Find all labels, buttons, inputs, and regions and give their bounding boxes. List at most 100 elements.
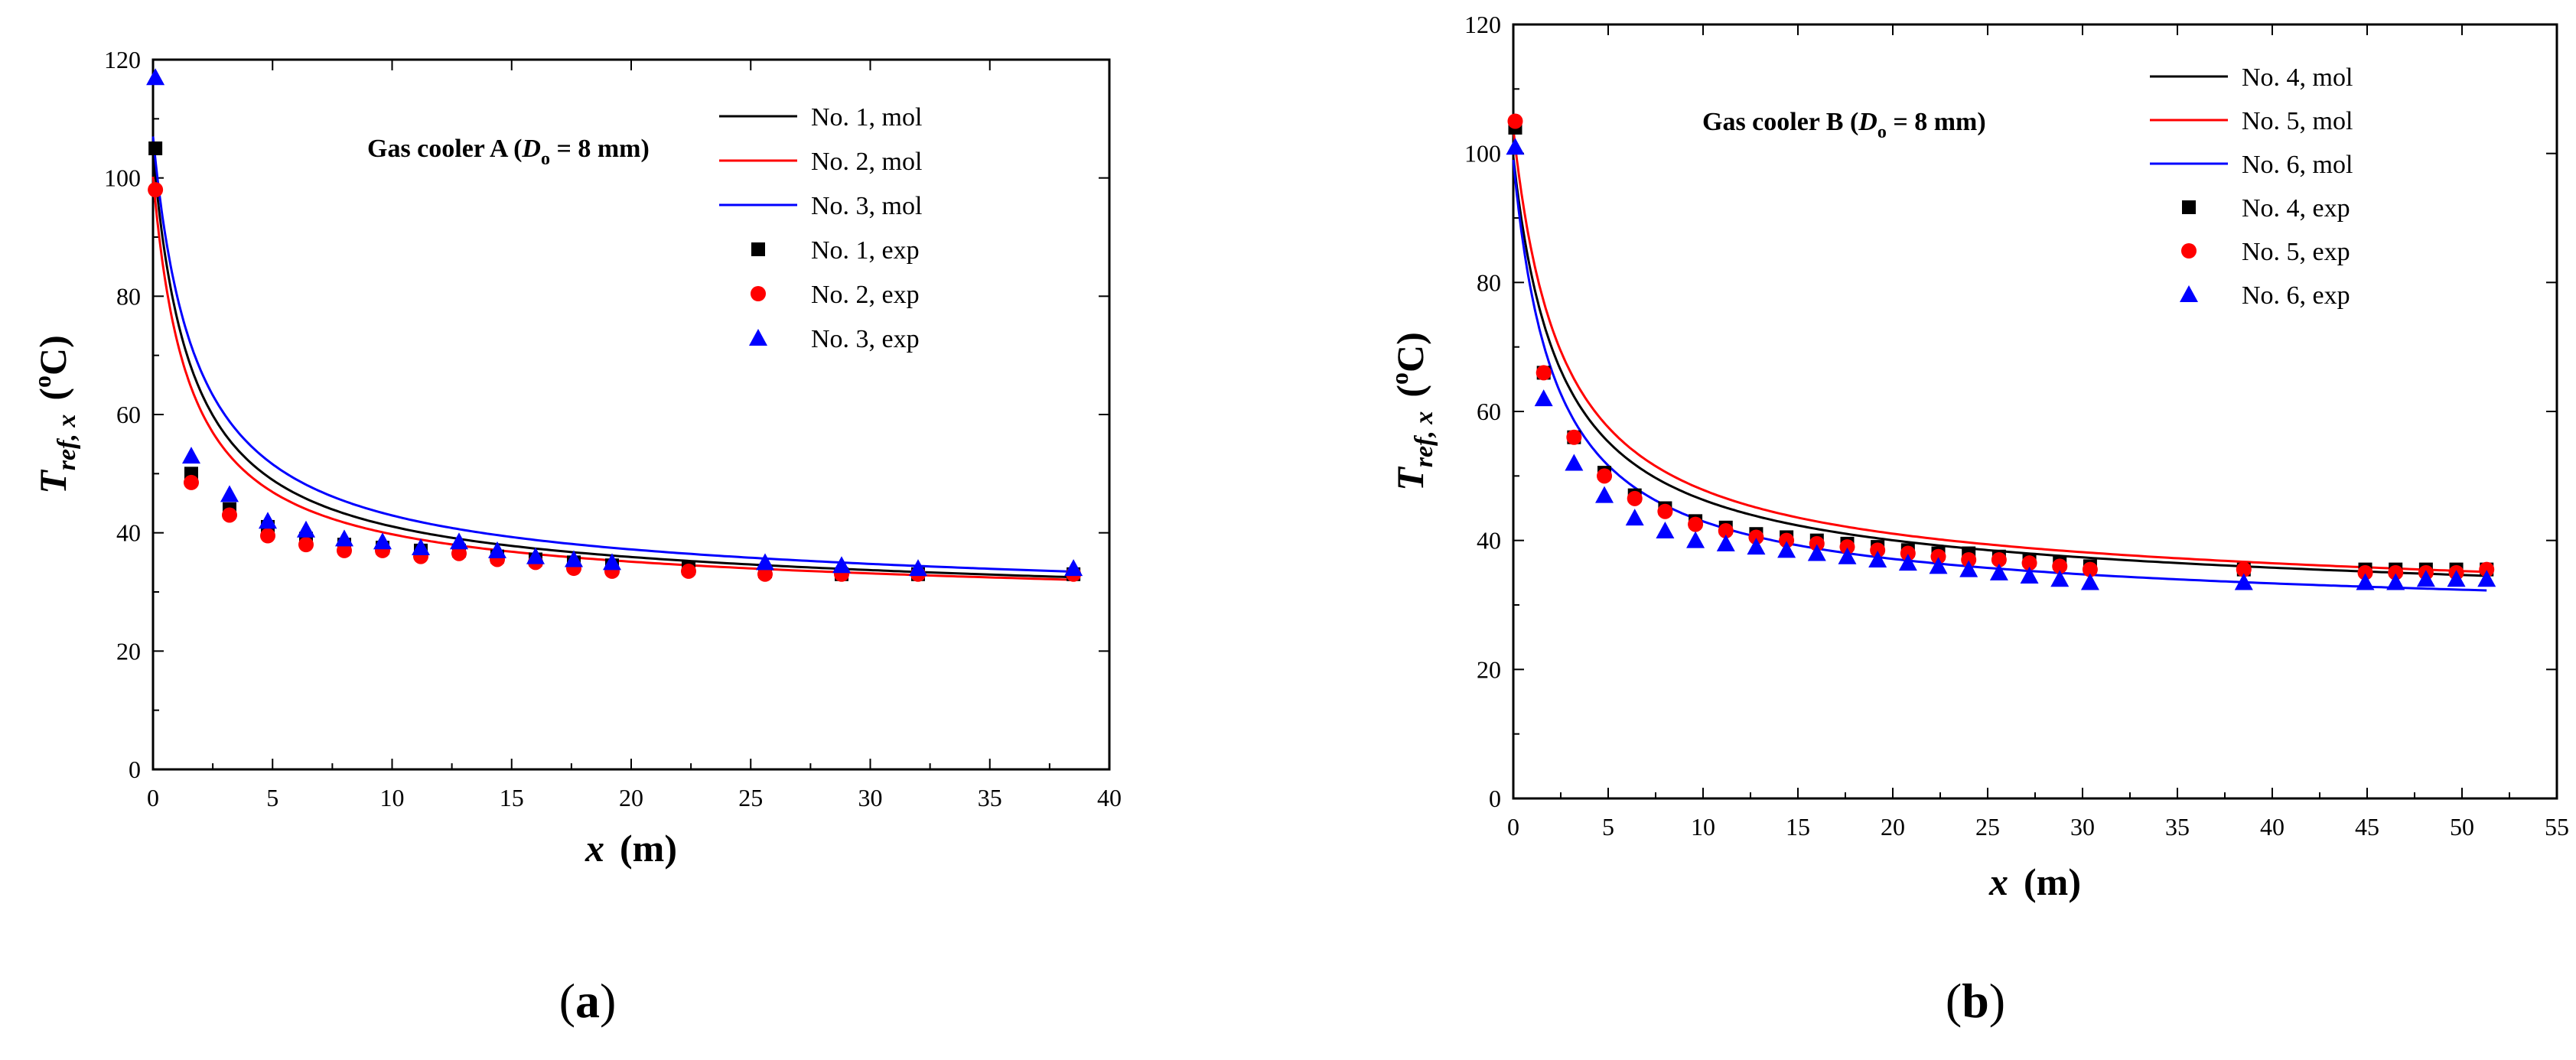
chart-b-data-point (2356, 573, 2375, 590)
chart-b-data-point (2386, 573, 2405, 590)
chart-b-data-point (1839, 539, 1855, 555)
chart-b-data-point (2082, 561, 2098, 577)
chart-b-data-point (1686, 531, 1705, 548)
chart-a-data-point (451, 545, 467, 561)
chart-a-data-point (450, 532, 468, 550)
chart-b-y-tick-label: 120 (1464, 11, 1501, 38)
legend-label: No. 3, exp (811, 325, 920, 353)
chart-b-data-point (1989, 563, 2008, 580)
chart-b-data-point (2416, 570, 2435, 587)
chart-a-x-tick-label: 0 (147, 784, 159, 811)
chart-b-plot-frame (1512, 23, 2558, 800)
chart-a-data-point (832, 556, 851, 574)
chart-a-lines (151, 136, 1074, 581)
legend-marker-swatch (2180, 285, 2198, 302)
legend-marker-swatch (2182, 200, 2196, 214)
chart-a-x-tick-label: 20 (619, 784, 643, 811)
chart-a-data-point (259, 512, 277, 529)
chart-a-y-tick-label: 0 (129, 756, 141, 783)
chart-a-data-point (681, 563, 696, 579)
chart-a-ticks: 0 5 10 15 20 25 30 35 40 0 20 40 60 80 100 120 (104, 46, 1122, 811)
chart-a-y-axis-title: Tref, x(oC) (28, 335, 81, 494)
chart-a-series-line (151, 176, 1074, 581)
legend-label: No. 2, mol (811, 148, 922, 176)
chart-a-data-point (260, 528, 275, 544)
chart-b-data-point (1597, 468, 1613, 484)
legend-label: No. 1, exp (811, 236, 920, 265)
chart-a-x-tick-label: 40 (1097, 784, 1122, 811)
chart-a-data-point (222, 507, 237, 523)
chart-b-y-tick-label: 40 (1477, 527, 1501, 554)
chart-b-series-line (1512, 128, 2487, 574)
chart-a-x-tick-label: 25 (738, 784, 763, 811)
chart-b-data-point (1718, 523, 1734, 539)
chart-a-x-tick-label: 15 (500, 784, 524, 811)
chart-a-y-tick-label: 80 (116, 282, 141, 310)
chart-b-data-point (1747, 538, 1766, 555)
chart-a-data-point (146, 68, 165, 86)
legend-marker-swatch (749, 329, 767, 346)
chart-b-data-point (1929, 557, 1948, 574)
chart-b-x-tick-label: 45 (2355, 813, 2379, 841)
chart-a-data-point (337, 542, 352, 558)
chart-a-series-line (151, 136, 1074, 573)
chart-b-data-point (1838, 547, 1857, 564)
chart-a-data-point (220, 485, 239, 502)
chart-a-x-tick-label: 10 (380, 784, 405, 811)
chart-a-data-point (297, 520, 315, 538)
chart-a-data-point (757, 566, 773, 582)
chart-b-data-point (1868, 550, 1887, 567)
chart-a-data-point (603, 553, 621, 571)
chart-a-data-point (335, 529, 353, 547)
chart-a-data-point (488, 541, 506, 558)
chart-b-legend: No. 4, mol No. 5, mol No. 6, mol No. 4, exp… (2150, 63, 2353, 310)
chart-b-x-tick-label: 35 (2165, 813, 2190, 841)
chart-b-data-point (1777, 541, 1796, 558)
chart-b-x-tick-label: 5 (1602, 813, 1614, 841)
chart-a-y-tick-label: 20 (116, 637, 141, 665)
chart-b-x-tick-label: 50 (2450, 813, 2474, 841)
chart-b-data-point (1566, 429, 1582, 445)
chart-b-data-point (1627, 490, 1643, 506)
chart-b-y-tick-label: 100 (1464, 140, 1501, 167)
legend-label: No. 4, mol (2242, 63, 2353, 92)
chart-b-data-point (1991, 551, 2007, 567)
chart-b-data-point (1748, 529, 1764, 545)
chart-b-data-point (1536, 365, 1552, 381)
chart-b-y-tick-label: 0 (1489, 785, 1501, 812)
chart-b-x-tick-label: 25 (1975, 813, 2000, 841)
chart-a-y-tick-label: 40 (116, 519, 141, 547)
chart-b-x-tick-label: 20 (1881, 813, 1905, 841)
chart-a-legend: No. 1, mol No. 2, mol No. 3, mol No. 1, exp… (719, 103, 922, 353)
chart-b-data-point (1930, 548, 1946, 564)
chart-a-y-tick-label: 100 (104, 164, 141, 192)
chart-b-data-point (1595, 486, 1614, 503)
panel-label-a: (a) (559, 974, 617, 1028)
chart-a-series-line (151, 151, 1074, 579)
chart-a-x-axis-title: x (m) (585, 827, 677, 870)
chart-b-data-point (1688, 516, 1704, 532)
chart-b-data-point (2052, 558, 2068, 574)
chart-b-data-point (2050, 570, 2070, 587)
chart-b-data-point (1959, 560, 1978, 577)
chart-a-y-tick-label: 120 (104, 46, 141, 73)
chart-b-x-tick-label: 40 (2260, 813, 2285, 841)
chart-b: 0 5 10 15 20 25 30 35 40 45 50 55 0 20 40 60 80 100 120 Ga… (1386, 11, 2569, 903)
chart-b-title: Gas cooler B (Do = 8 mm) (1702, 108, 1986, 142)
chart-a: 0 5 10 15 20 25 30 35 40 0 20 40 60 80 100 120 Gas cool… (28, 46, 1122, 870)
chart-a-markers (146, 68, 1083, 582)
legend-marker-swatch (2181, 243, 2197, 258)
chart-b-x-axis-title: x (m) (1988, 860, 2081, 903)
chart-a-plot-frame (151, 58, 1111, 771)
chart-b-x-tick-label: 15 (1786, 813, 1810, 841)
chart-b-markers (1506, 113, 2496, 590)
chart-b-data-point (1807, 544, 1826, 561)
chart-a-x-tick-label: 5 (266, 784, 278, 811)
chart-b-data-point (2021, 555, 2037, 571)
chart-b-data-point (1961, 551, 1977, 567)
legend-label: No. 3, mol (811, 192, 922, 220)
chart-b-series-line (1512, 159, 2487, 592)
chart-b-y-tick-label: 20 (1477, 655, 1501, 683)
